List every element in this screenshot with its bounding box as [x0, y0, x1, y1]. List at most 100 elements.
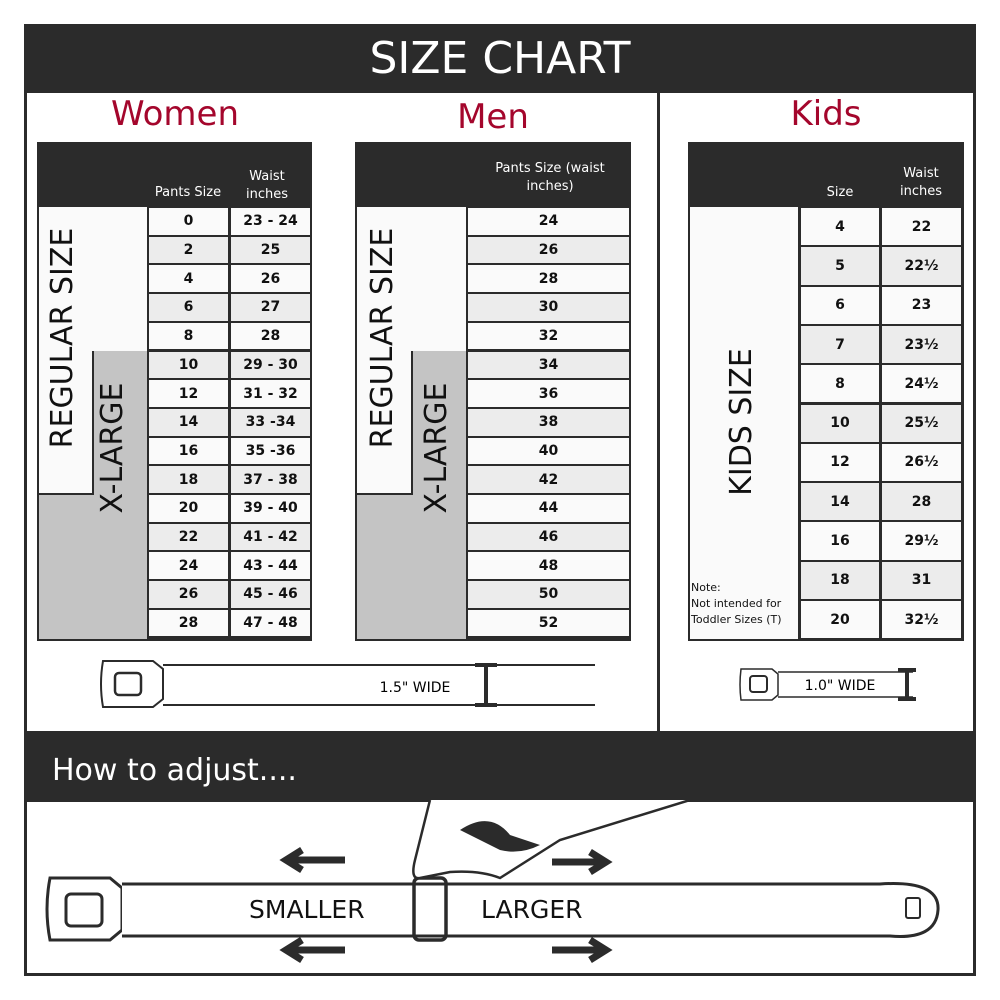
women-row-9-col-1: 37 - 38 [231, 466, 310, 493]
women-row-12-col-0: 24 [149, 552, 228, 580]
women-row-7-col-0: 14 [149, 408, 228, 436]
women-title: Women [110, 94, 239, 134]
women-row-11-col-1: 41 - 42 [231, 523, 310, 551]
women-row-2-col-1: 26 [231, 265, 310, 293]
women-waist-header: Waist inches [245, 169, 288, 202]
divider [411, 351, 413, 495]
kids-row-1-col-0: 5 [801, 247, 879, 285]
women-row-2-col-0: 4 [149, 265, 228, 293]
kids-belt-width: 1.0" WIDE [804, 678, 876, 694]
kids-row-10-col-1: 32½ [882, 601, 961, 639]
women-row-3-col-0: 6 [149, 294, 228, 321]
column-divider [657, 93, 660, 731]
kids-row-2-col-1: 23 [882, 286, 961, 324]
arrow-right-icon [552, 849, 613, 875]
women-row-8-col-1: 35 -36 [231, 437, 310, 465]
men-row-7-col-0: 38 [468, 408, 629, 436]
kids-waist-header: Waist inches [899, 166, 942, 199]
men-row-0-col-0: 24 [468, 208, 629, 235]
women-xlarge-label: X-LARGE [95, 382, 130, 514]
note-text: Not intended for Toddler Sizes (T) [691, 597, 782, 626]
women-row-10-col-1: 39 - 40 [231, 495, 310, 522]
kids-size-table: Size Waist inches KIDS SIZE Note: Not in… [688, 142, 964, 641]
kids-row-4-col-0: 8 [801, 365, 879, 403]
women-regular-label: REGULAR SIZE [45, 227, 80, 449]
kids-row-7-col-1: 28 [882, 483, 961, 521]
kids-row-0-col-1: 22 [882, 208, 961, 246]
men-row-9-col-0: 42 [468, 466, 629, 493]
divider [92, 351, 94, 495]
women-size-table: Pants Size Waist inches REGULAR SIZE X-L… [37, 142, 312, 641]
adjust-title: How to adjust.... [52, 753, 297, 788]
women-row-0-col-0: 0 [149, 208, 228, 235]
adult-belt-width: 1.5" WIDE [379, 680, 451, 696]
kids-row-9-col-1: 31 [882, 561, 961, 599]
women-row-14-col-1: 47 - 48 [231, 609, 310, 637]
kids-size-header: Size [826, 185, 854, 200]
men-title: Men [457, 97, 529, 137]
kids-size-label: KIDS SIZE [724, 348, 759, 496]
men-row-6-col-0: 36 [468, 380, 629, 407]
women-row-3-col-1: 27 [231, 294, 310, 321]
women-row-9-col-0: 18 [149, 466, 228, 493]
divider [357, 493, 413, 495]
adjust-header-bar: How to adjust.... [24, 731, 976, 802]
men-xlarge-label: X-LARGE [419, 382, 454, 514]
women-row-6-col-1: 31 - 32 [231, 380, 310, 407]
kids-row-2-col-0: 6 [801, 286, 879, 324]
men-row-2-col-0: 28 [468, 265, 629, 293]
women-row-11-col-0: 22 [149, 523, 228, 551]
women-row-4-col-0: 8 [149, 322, 228, 350]
women-row-12-col-1: 43 - 44 [231, 552, 310, 580]
men-row-4-col-0: 32 [468, 322, 629, 350]
smaller-label: SMALLER [249, 895, 365, 924]
women-row-8-col-0: 16 [149, 437, 228, 465]
men-row-1-col-0: 26 [468, 236, 629, 264]
men-row-3-col-0: 30 [468, 294, 629, 321]
men-row-13-col-0: 50 [468, 581, 629, 608]
kids-row-5-col-1: 25½ [882, 404, 961, 442]
adult-belt-illustration [100, 660, 595, 708]
kids-label-region [690, 207, 798, 639]
women-row-5-col-0: 10 [149, 351, 228, 379]
women-row-0-col-1: 23 - 24 [231, 208, 310, 235]
page-title: SIZE CHART [24, 24, 976, 93]
women-row-6-col-0: 12 [149, 380, 228, 407]
kids-belt-illustration [739, 668, 916, 701]
kids-row-3-col-0: 7 [801, 325, 879, 364]
note-title: Note: [691, 581, 721, 594]
women-row-5-col-1: 29 - 30 [231, 351, 310, 379]
women-row-13-col-1: 45 - 46 [231, 581, 310, 608]
kids-row-7-col-0: 14 [801, 483, 879, 521]
kids-row-8-col-1: 29½ [882, 522, 961, 560]
kids-row-10-col-0: 20 [801, 601, 879, 639]
kids-row-6-col-0: 12 [801, 443, 879, 482]
men-pants-size-header: Pants Size (waist inches) [495, 161, 605, 194]
women-row-14-col-0: 28 [149, 609, 228, 637]
arrow-right-icon [552, 937, 613, 963]
women-row-1-col-0: 2 [149, 236, 228, 264]
men-regular-label: REGULAR SIZE [365, 227, 400, 449]
kids-title: Kids [790, 94, 862, 134]
men-row-8-col-0: 40 [468, 437, 629, 465]
men-row-11-col-0: 46 [468, 523, 629, 551]
kids-row-4-col-1: 24½ [882, 365, 961, 403]
arrow-left-icon [279, 847, 345, 873]
hand-icon [412, 800, 691, 880]
kids-row-8-col-0: 16 [801, 522, 879, 560]
divider [39, 493, 94, 495]
kids-row-0-col-0: 4 [801, 208, 879, 246]
women-row-10-col-0: 20 [149, 495, 228, 522]
kids-row-6-col-1: 26½ [882, 443, 961, 482]
kids-row-9-col-0: 18 [801, 561, 879, 599]
kids-row-5-col-0: 10 [801, 404, 879, 442]
men-row-10-col-0: 44 [468, 495, 629, 522]
arrow-left-icon [279, 937, 345, 963]
men-row-12-col-0: 48 [468, 552, 629, 580]
men-row-5-col-0: 34 [468, 351, 629, 379]
women-row-1-col-1: 25 [231, 236, 310, 264]
women-row-4-col-1: 28 [231, 322, 310, 350]
women-pants-size-header: Pants Size [154, 185, 222, 200]
men-row-14-col-0: 52 [468, 609, 629, 637]
larger-label: LARGER [481, 895, 583, 924]
